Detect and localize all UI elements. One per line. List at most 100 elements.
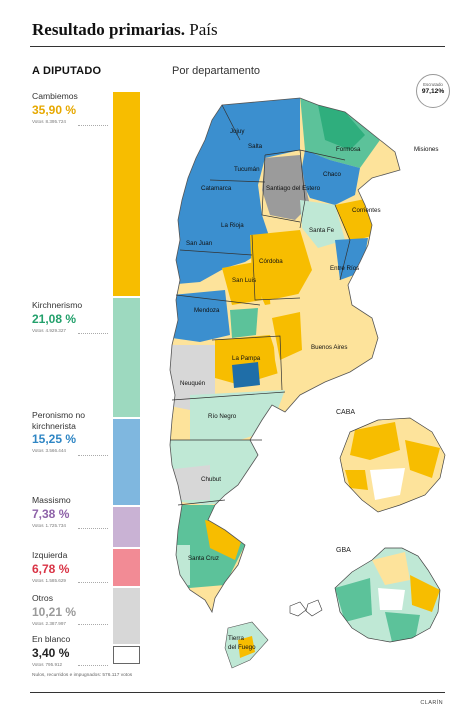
region-neuquen	[170, 345, 215, 410]
label-salta: Salta	[248, 143, 263, 150]
inset-label-gba: GBA	[336, 547, 351, 554]
party-name: Massismo	[32, 495, 71, 505]
gba-outline	[334, 547, 441, 643]
label-santiago-del-estero: Santiago del Estero	[266, 185, 321, 192]
label-la-rioja: La Rioja	[221, 222, 244, 229]
bar-segment-cambiemos	[113, 92, 140, 297]
gba-zone-1	[335, 578, 372, 622]
leader-dots	[78, 528, 108, 529]
label-chaco: Chaco	[323, 171, 341, 178]
party-votes: Votos 3.566.444	[32, 448, 112, 453]
border-mendoza	[175, 294, 261, 306]
votes-value: 4.929.327	[45, 327, 66, 333]
title-rest: País	[185, 20, 218, 39]
malvinas-east	[305, 599, 323, 617]
title-rule	[30, 46, 445, 47]
border-santafe-e	[334, 204, 351, 281]
votes-value: 795.912	[45, 661, 63, 667]
votes-value: 1.725.734	[45, 522, 66, 528]
party-votes: Votos 4.929.327	[32, 328, 112, 333]
label-san-juan: San Juan	[186, 240, 213, 247]
region-entrerios	[335, 238, 368, 280]
votes-value: 3.566.444	[45, 448, 66, 454]
votes-label: Votos	[32, 577, 44, 583]
bar-segment-massismo	[113, 506, 140, 547]
label-neuquen: Neuquén	[180, 380, 206, 387]
province-labels: Jujuy Salta Formosa Tucumán Chaco Catama…	[180, 128, 438, 651]
party-name: Otros	[32, 593, 54, 603]
party-cambiemos: Cambiemos 35,90 % Votos 8.395.724	[32, 91, 112, 124]
region-cordoba	[250, 230, 312, 305]
party-pct: 3,40 %	[32, 645, 70, 660]
gba-inset	[335, 548, 440, 642]
party-pct: 15,25 %	[32, 432, 77, 447]
region-lapampa-dark	[232, 362, 260, 388]
label-chubut: Chubut	[201, 476, 221, 483]
label-corrientes: Corrientes	[352, 207, 381, 214]
bar-segment-otros	[113, 587, 140, 645]
region-mendoza-green	[230, 308, 258, 338]
border-jujuy-salta	[221, 104, 241, 141]
section-label: A DIPUTADO	[32, 65, 102, 77]
label-formosa: Formosa	[336, 146, 361, 153]
argentina-map	[170, 98, 400, 612]
party-pct: 10,21 %	[32, 604, 77, 619]
border-cordoba	[251, 234, 301, 301]
votes-value: 2.387.997	[45, 620, 66, 626]
party-kirchnerismo: Kirchnerismo 21,08 % Votos 4.929.327	[32, 300, 112, 333]
border-lapampa	[211, 335, 283, 391]
leader-dots	[78, 665, 108, 666]
caba-zone-1	[350, 422, 400, 460]
party-votes: Votos 1.725.734	[32, 523, 112, 528]
party-peronismo: Peronismo no kirchnerista 15,25 % Votos 3…	[32, 410, 112, 453]
votes-value: 1.585.629	[45, 577, 66, 583]
bar-segment-en-blanco	[113, 646, 140, 664]
label-mendoza: Mendoza	[194, 307, 220, 314]
gba-zone-4	[385, 612, 420, 642]
caba-zone-2	[405, 440, 440, 478]
province-borders	[170, 104, 351, 506]
region-buenosaires-west	[272, 312, 302, 360]
badge-value: 97,12%	[421, 88, 445, 96]
border-santiago	[261, 154, 301, 223]
label-buenos-aires: Buenos Aires	[311, 344, 347, 351]
label-entre-rios: Entre Ríos	[330, 265, 359, 272]
region-mendoza	[172, 290, 230, 342]
caba-zone-3	[370, 468, 405, 500]
label-san-luis: San Luis	[232, 277, 256, 284]
bar-segment-izquierda	[113, 548, 140, 586]
footnote: Nulos, recurridos e impugnados: 576.117 …	[32, 673, 133, 678]
label-cordoba: Córdoba	[259, 258, 283, 265]
party-en-blanco: En blanco 3,40 % Votos 795.912	[32, 634, 112, 667]
border-santacruz	[177, 499, 226, 506]
footer-rule	[30, 692, 445, 693]
label-catamarca: Catamarca	[201, 185, 232, 192]
label-tucuman: Tucumán	[234, 166, 260, 173]
badge-label: Escrutado	[423, 82, 443, 87]
region-santiago	[262, 155, 310, 220]
gba-zone-5	[378, 588, 405, 610]
country-outline	[169, 97, 401, 614]
party-pct: 6,78 %	[32, 561, 70, 576]
party-massismo: Massismo 7,38 % Votos 1.725.734	[32, 495, 112, 528]
label-tierra-del-fuego: Tierra	[228, 635, 244, 642]
party-izquierda: Izquierda 6,78 % Votos 1.585.629	[32, 550, 112, 583]
region-lapampa	[215, 335, 282, 385]
votes-label: Votos	[32, 327, 44, 333]
leader-dots	[78, 582, 108, 583]
escrutado-badge: Escrutado 97,12%	[416, 74, 450, 108]
border-catamarca	[209, 179, 266, 183]
leader-dots	[78, 333, 108, 334]
region-corrientes	[335, 198, 375, 242]
border-rionegro	[171, 391, 286, 401]
region-sanluis	[222, 262, 262, 305]
gba-zone-2	[372, 552, 410, 585]
inset-label-caba: CABA	[336, 409, 355, 416]
party-name: Peronismo no kirchnerista	[32, 410, 86, 431]
leader-dots	[78, 125, 108, 126]
page-title: Resultado primarias. País	[32, 20, 218, 40]
bar-segment-peronismo-no-kirchnerista	[113, 419, 140, 505]
source-credit: CLARÍN	[420, 700, 443, 706]
party-votes: Votos 795.912	[32, 662, 112, 667]
